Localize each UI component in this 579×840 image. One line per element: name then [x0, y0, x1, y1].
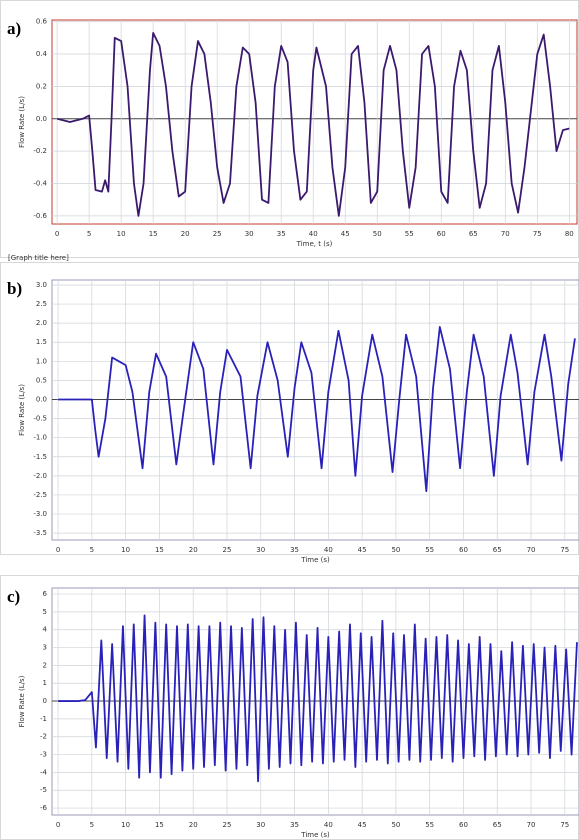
footnote: [Graph title here]	[8, 254, 69, 262]
y-tick-label: -2	[40, 733, 47, 741]
x-axis-title: Time (s)	[300, 556, 330, 564]
x-tick-label: 60	[437, 230, 446, 238]
y-tick-label: -0.4	[33, 180, 47, 188]
x-tick-label: 0	[55, 230, 59, 238]
x-tick-label: 5	[87, 230, 91, 238]
y-tick-label: -3	[40, 751, 47, 759]
x-tick-label: 15	[155, 546, 164, 554]
panel-label: c)	[7, 587, 20, 606]
y-tick-label: 2	[43, 661, 47, 669]
y-axis-title: Flow Rate (L/s)	[18, 384, 26, 436]
y-tick-label: 1	[43, 679, 47, 687]
y-tick-label: -6	[40, 804, 48, 812]
y-tick-label: 5	[43, 608, 47, 616]
x-tick-label: 80	[565, 230, 574, 238]
x-tick-label: 50	[373, 230, 382, 238]
data-line	[58, 614, 578, 783]
x-tick-label: 70	[527, 821, 536, 829]
x-axis-title: Time (s)	[300, 831, 330, 839]
y-tick-label: -0.5	[33, 415, 47, 423]
x-tick-label: 35	[290, 821, 299, 829]
x-axis-title: Time, t (s)	[296, 240, 333, 248]
x-tick-label: 20	[189, 546, 198, 554]
y-tick-label: 3	[43, 644, 47, 652]
y-tick-label: -5	[40, 786, 47, 794]
y-tick-label: -1.5	[33, 453, 47, 461]
x-tick-label: 50	[391, 546, 400, 554]
y-tick-label: 1.5	[36, 338, 47, 346]
y-tick-label: 2.5	[36, 300, 47, 308]
y-tick-label: 0.0	[36, 115, 47, 123]
x-tick-label: 20	[181, 230, 190, 238]
x-tick-label: 40	[324, 546, 333, 554]
y-axis-title: Flow Rate (L/s)	[18, 675, 26, 727]
y-tick-label: -0.6	[33, 212, 47, 220]
y-tick-label: -0.2	[33, 147, 47, 155]
y-tick-label: -2.0	[33, 472, 47, 480]
y-tick-label: 0.4	[36, 50, 48, 58]
x-tick-label: 60	[459, 546, 468, 554]
y-tick-label: -1	[40, 715, 47, 723]
y-tick-label: -4	[40, 768, 48, 776]
y-tick-label: -1.0	[33, 434, 47, 442]
panel-label: a)	[7, 19, 21, 38]
x-tick-label: 0	[56, 546, 60, 554]
x-tick-label: 50	[391, 821, 400, 829]
x-tick-label: 70	[527, 546, 536, 554]
y-tick-label: 3.0	[36, 281, 47, 289]
x-tick-label: 10	[121, 546, 130, 554]
y-tick-label: 6	[43, 590, 48, 598]
x-tick-label: 65	[493, 821, 502, 829]
y-tick-label: 0	[43, 697, 47, 705]
y-tick-label: 4	[43, 626, 48, 634]
x-tick-label: 35	[290, 546, 299, 554]
y-tick-label: -3.0	[33, 510, 47, 518]
x-tick-label: 40	[309, 230, 318, 238]
y-tick-label: 0.5	[36, 376, 47, 384]
x-tick-label: 45	[358, 546, 367, 554]
y-tick-label: 0.0	[36, 396, 47, 404]
x-tick-label: 30	[256, 821, 265, 829]
x-tick-label: 60	[459, 821, 468, 829]
x-tick-label: 0	[56, 821, 60, 829]
x-tick-label: 30	[256, 546, 265, 554]
x-tick-label: 55	[425, 546, 434, 554]
x-tick-label: 10	[121, 821, 130, 829]
x-tick-label: 70	[501, 230, 510, 238]
x-tick-label: 55	[425, 821, 434, 829]
x-tick-label: 15	[155, 821, 164, 829]
y-tick-label: 2.0	[36, 319, 47, 327]
panel-label: b)	[7, 279, 22, 298]
x-tick-label: 15	[149, 230, 158, 238]
data-line	[56, 32, 570, 217]
y-tick-label: -2.5	[33, 491, 47, 499]
y-axis-title: Flow Rate (L/s)	[18, 96, 26, 148]
data-line	[58, 326, 576, 493]
x-tick-label: 75	[533, 230, 542, 238]
x-tick-label: 75	[560, 546, 569, 554]
x-tick-label: 55	[405, 230, 414, 238]
x-tick-label: 5	[90, 546, 94, 554]
y-tick-label: 1.0	[36, 357, 47, 365]
x-tick-label: 25	[223, 821, 232, 829]
x-tick-label: 75	[560, 821, 569, 829]
x-tick-label: 65	[493, 546, 502, 554]
x-tick-label: 35	[277, 230, 286, 238]
x-tick-label: 20	[189, 821, 198, 829]
x-tick-label: 65	[469, 230, 478, 238]
x-tick-label: 5	[90, 821, 94, 829]
x-tick-label: 40	[324, 821, 333, 829]
x-tick-label: 25	[213, 230, 222, 238]
x-tick-label: 25	[223, 546, 232, 554]
y-tick-label: 0.2	[36, 82, 47, 90]
y-tick-label: 0.6	[36, 18, 48, 26]
x-tick-label: 45	[341, 230, 350, 238]
x-tick-label: 10	[117, 230, 126, 238]
x-tick-label: 30	[245, 230, 254, 238]
y-tick-label: -3.5	[33, 529, 47, 537]
x-tick-label: 45	[358, 821, 367, 829]
